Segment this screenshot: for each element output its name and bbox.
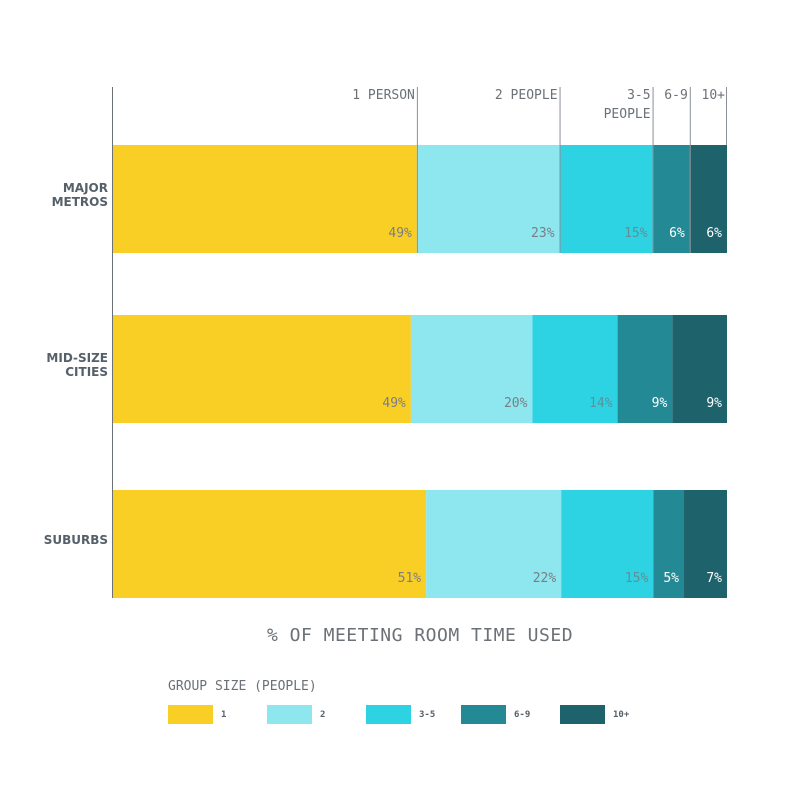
data-label-row0-6-9: 6% (669, 226, 685, 241)
bar-segment-row0-3-5 (559, 145, 653, 253)
data-label-row2-3-5: 15% (625, 571, 649, 586)
category-label-0-line-1: METROS (52, 195, 108, 209)
legend-swatch-10+ (560, 705, 605, 724)
bar-segment-row1-3-5 (532, 315, 618, 423)
bar-segment-row2-10+ (684, 490, 727, 598)
segment-headers: 1 PERSON 2 PEOPLE 3-5 PEOPLE 6-9 10+ (352, 87, 727, 253)
legend-label-2: 2 (320, 710, 325, 720)
data-label-row2-2: 22% (533, 571, 557, 586)
category-label-1-line-1: CITIES (65, 365, 108, 379)
data-label-row1-2: 20% (504, 396, 528, 411)
bar-segment-row2-1 (113, 490, 427, 598)
data-label-row1-1: 49% (382, 396, 406, 411)
legend-label-3-5: 3-5 (419, 710, 435, 720)
legend-label-10+: 10+ (613, 710, 630, 720)
data-label-row1-6-9: 9% (652, 396, 668, 411)
bar-segment-row1-6-9 (617, 315, 673, 423)
data-label-row0-1: 49% (388, 226, 412, 241)
segment-header-2-line-1: PEOPLE (604, 107, 651, 122)
legend-swatch-3-5 (366, 705, 411, 724)
data-label-row2-10+: 7% (706, 571, 722, 586)
legend-label-6-9: 6-9 (514, 710, 530, 720)
bar-segment-row1-10+ (672, 315, 727, 423)
category-label-1-line-0: MID-SIZE (46, 351, 108, 365)
segment-header-4-line-0: 10+ (702, 88, 726, 103)
bar-segment-row2-2 (426, 490, 562, 598)
legend-title: GROUP SIZE (PEOPLE) (168, 679, 317, 694)
legend-swatch-1 (168, 705, 213, 724)
segment-header-3-line-0: 6-9 (664, 88, 687, 103)
bar-segment-row2-6-9 (653, 490, 685, 598)
legend-swatch-2 (267, 705, 312, 724)
data-label-row2-6-9: 5% (663, 571, 679, 586)
bar-segment-row1-2 (410, 315, 533, 423)
bar-segment-row0-10+ (689, 145, 727, 253)
legend: 1 2 3-5 6-9 10+ (168, 705, 630, 724)
data-label-row0-2: 23% (531, 226, 555, 241)
data-label-row0-10+: 6% (706, 226, 722, 241)
data-label-row1-10+: 9% (706, 396, 722, 411)
segment-header-2-line-0: 3-5 (627, 88, 650, 103)
bars-layer: 49% 23% 15% 6% 6% 49% 20% 14% 9% 9% 51% 22% 15% 5% 7% (113, 145, 727, 598)
data-label-row0-3-5: 15% (624, 226, 648, 241)
bar-segment-row1-1 (113, 315, 411, 423)
data-label-row2-1: 51% (398, 571, 422, 586)
category-label-0-line-0: MAJOR (63, 181, 108, 195)
segment-header-1-line-0: 2 PEOPLE (495, 88, 558, 103)
bar-segment-row0-2 (416, 145, 560, 253)
x-axis-title: % OF MEETING ROOM TIME USED (267, 625, 573, 646)
bar-segment-row0-1 (113, 145, 417, 253)
data-label-row1-3-5: 14% (589, 396, 613, 411)
category-label-2-line-0: SUBURBS (44, 533, 108, 547)
segment-header-0-line-0: 1 PERSON (352, 88, 415, 103)
bar-segment-row2-3-5 (561, 490, 654, 598)
bar-segment-row0-6-9 (652, 145, 690, 253)
legend-swatch-6-9 (461, 705, 506, 724)
legend-label-1: 1 (221, 710, 226, 720)
